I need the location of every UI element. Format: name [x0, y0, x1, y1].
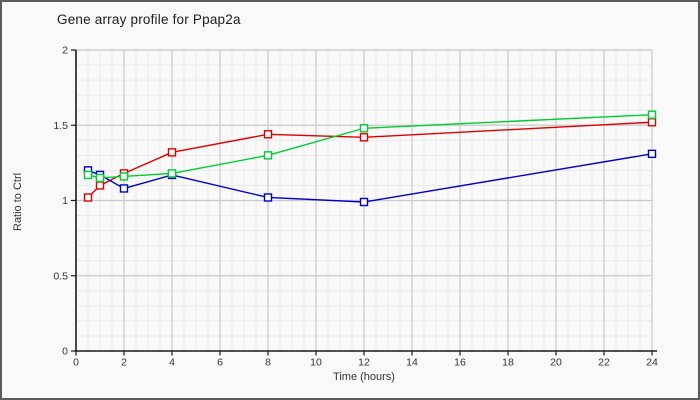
x-tick-label: 18 — [502, 357, 514, 369]
x-tick-label: 16 — [454, 357, 466, 369]
y-tick-label: 0 — [62, 346, 68, 358]
series-marker-red — [95, 181, 105, 190]
y-axis-label: Ratio to Ctrl — [12, 172, 24, 232]
series-marker-green — [119, 172, 129, 181]
series-marker-blue — [359, 197, 369, 207]
x-axis-label: Time (hours) — [333, 371, 395, 383]
x-tick-label: 10 — [310, 357, 322, 369]
series-marker-green — [647, 110, 657, 119]
series-line-red — [87, 121, 653, 198]
chart-title: Gene array profile for Ppap2a — [57, 12, 241, 27]
x-tick-label: 2 — [121, 357, 127, 369]
series-marker-red — [83, 193, 93, 202]
x-tick-label: 22 — [598, 357, 610, 369]
series-marker-blue — [263, 193, 273, 202]
x-tick-label: 14 — [406, 357, 418, 369]
x-tick-label: 0 — [73, 357, 79, 369]
series-marker-green — [359, 124, 369, 133]
y-tick-label: 1 — [62, 195, 68, 207]
series-marker-green — [83, 170, 93, 180]
y-tick-label: 0.5 — [53, 270, 68, 282]
series-marker-red — [647, 118, 657, 127]
series-marker-red — [263, 130, 273, 139]
series-marker-red — [359, 133, 369, 142]
series-marker-blue — [647, 149, 657, 159]
x-tick-label: 12 — [358, 357, 370, 369]
x-tick-label: 6 — [217, 357, 223, 369]
x-tick-label: 20 — [550, 357, 562, 369]
x-tick-label: 4 — [169, 357, 175, 369]
series-marker-green — [263, 151, 273, 160]
series-marker-green — [167, 169, 177, 178]
x-tick-label: 8 — [265, 357, 271, 369]
y-tick-label: 2 — [62, 45, 68, 57]
x-tick-label: 24 — [646, 357, 658, 369]
y-tick-label: 1.5 — [53, 120, 68, 132]
series-marker-blue — [119, 184, 129, 193]
series-marker-green — [95, 173, 105, 183]
series-marker-red — [167, 148, 177, 157]
